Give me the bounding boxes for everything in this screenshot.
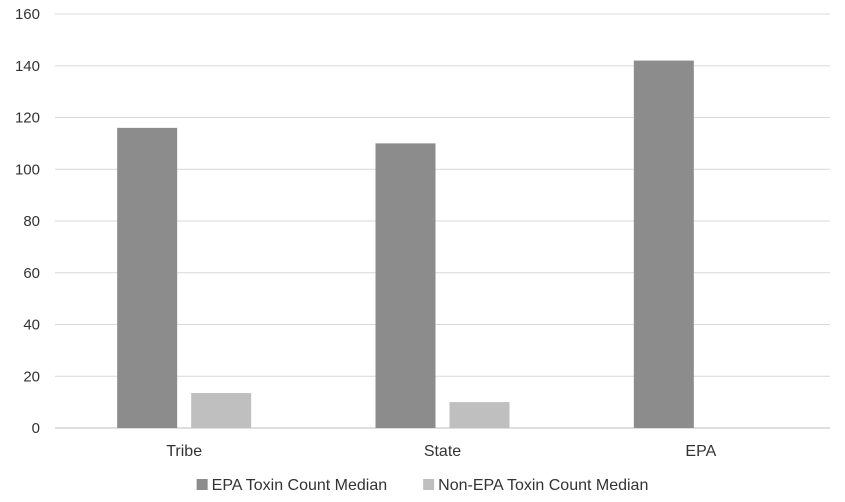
- bars: [117, 60, 694, 428]
- legend-label: EPA Toxin Count Median: [212, 477, 388, 494]
- x-category-label: Tribe: [166, 443, 202, 460]
- bar-state-series-2: [449, 402, 510, 428]
- y-tick-label: 100: [15, 161, 40, 178]
- x-axis-category-labels: Tribe State EPA: [166, 443, 716, 460]
- bar-epa-series-1: [633, 60, 694, 428]
- y-tick-label: 80: [23, 213, 40, 230]
- gridlines: [55, 13, 830, 429]
- legend-item-1: EPA Toxin Count Median: [196, 477, 388, 494]
- y-tick-label: 140: [15, 58, 40, 75]
- bar-state-series-1: [375, 143, 436, 428]
- y-tick-label: 0: [32, 420, 40, 437]
- y-tick-label: 40: [23, 317, 40, 334]
- bar-tribe-series-2: [191, 393, 252, 428]
- y-tick-label: 120: [15, 110, 40, 127]
- x-category-label: EPA: [685, 443, 716, 460]
- y-tick-label: 160: [15, 6, 40, 23]
- legend-swatch: [423, 479, 435, 490]
- legend-label: Non-EPA Toxin Count Median: [438, 477, 648, 494]
- legend-swatch: [196, 479, 208, 490]
- y-tick-label: 60: [23, 265, 40, 282]
- y-axis-tick-labels: 0 20 40 60 80 100 120 140 160: [15, 6, 40, 437]
- legend-item-2: Non-EPA Toxin Count Median: [423, 477, 648, 494]
- legend: EPA Toxin Count Median Non-EPA Toxin Coun…: [196, 477, 648, 494]
- y-tick-label: 20: [23, 368, 40, 385]
- bar-tribe-series-1: [117, 127, 178, 428]
- x-category-label: State: [424, 443, 461, 460]
